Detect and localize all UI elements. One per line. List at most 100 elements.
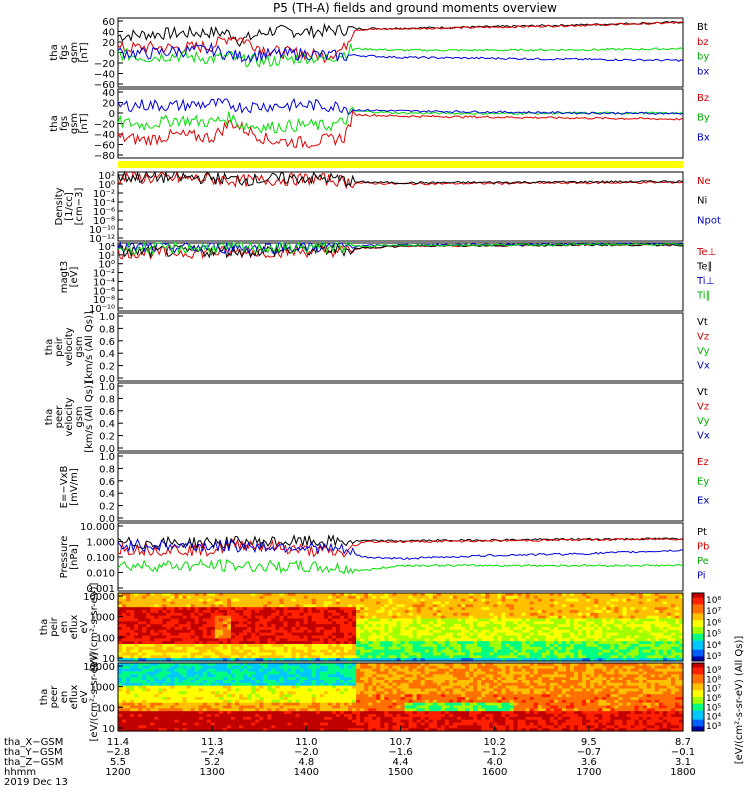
heatmap-cell (606, 624, 611, 628)
heatmap-cell (327, 702, 333, 707)
heatmap-cell (251, 705, 256, 709)
heatmap-cell (291, 610, 297, 614)
heatmap-cell (477, 629, 482, 634)
heatmap-cell (182, 663, 188, 667)
heatmap-cell (602, 646, 607, 651)
heatmap-cell (166, 677, 172, 681)
heatmap-cell (428, 612, 434, 617)
heatmap-cell (279, 624, 285, 628)
heatmap-cell (247, 725, 252, 729)
heatmap-cell (243, 618, 248, 622)
heatmap-cell (638, 593, 644, 597)
heatmap-cell (279, 663, 285, 667)
heatmap-cell (348, 680, 353, 684)
heatmap-cell (352, 665, 357, 670)
heatmap-cell (206, 615, 212, 620)
heatmap-cell (662, 593, 668, 597)
heatmap-cell (299, 610, 305, 614)
heatmap-cell (275, 615, 281, 620)
heatmap-cell (255, 593, 260, 597)
heatmap-cell (154, 711, 159, 715)
heatmap-cell (323, 702, 329, 707)
heatmap-cell (392, 655, 398, 659)
heatmap-cell (473, 624, 478, 628)
heatmap-cell (295, 708, 301, 712)
heatmap-cell (610, 655, 615, 659)
heatmap-cell (670, 604, 676, 608)
heatmap-cell (331, 649, 337, 654)
heatmap-cell (674, 610, 680, 614)
heatmap-cell (465, 644, 470, 648)
heatmap-cell (477, 593, 482, 597)
heatmap-cell (404, 629, 410, 634)
heatmap-cell (239, 668, 244, 673)
heatmap-cell (319, 699, 325, 704)
heatmap-cell (412, 607, 418, 611)
heatmap-cell (678, 629, 684, 634)
heatmap-cell (505, 607, 511, 611)
heatmap-cell (210, 655, 216, 659)
heatmap-cell (122, 691, 127, 695)
heatmap-cell (541, 646, 547, 651)
heatmap-cell (537, 646, 543, 651)
heatmap-cell (376, 632, 381, 637)
y-tick-label: 0.6 (99, 337, 115, 348)
heatmap-cell (618, 598, 624, 603)
heatmap-cell (678, 604, 684, 608)
heatmap-cell (291, 627, 297, 631)
heatmap-cell (465, 632, 470, 637)
heatmap-cell (380, 652, 385, 656)
heatmap-cell (158, 632, 163, 637)
heatmap-cell (206, 702, 212, 707)
heatmap-cell (432, 610, 438, 614)
heatmap-cell (626, 658, 632, 662)
heatmap-cell (275, 697, 281, 701)
heatmap-cell (416, 638, 422, 642)
heatmap-cell (170, 655, 176, 659)
heatmap-cell (400, 632, 406, 637)
heatmap-cell (122, 646, 127, 651)
heatmap-cell (255, 649, 260, 654)
heatmap-cell (586, 644, 591, 648)
heatmap-cell (396, 624, 402, 628)
heatmap-cell (271, 722, 276, 726)
heatmap-cell (263, 610, 268, 614)
heatmap-cell (122, 663, 127, 667)
heatmap-cell (658, 601, 664, 605)
heatmap-cell (670, 593, 676, 597)
heatmap-cell (327, 722, 333, 726)
colorbar-segment (692, 627, 704, 630)
heatmap-cell (235, 708, 240, 712)
heatmap-cell (618, 612, 624, 617)
heatmap-cell (319, 665, 325, 670)
heatmap-cell (198, 665, 204, 670)
heatmap-cell (323, 601, 329, 605)
heatmap-cell (545, 610, 551, 614)
heatmap-cell (469, 593, 474, 597)
heatmap-cell (376, 638, 381, 642)
heatmap-cell (436, 629, 442, 634)
heatmap-cell (565, 607, 571, 611)
heatmap-cell (267, 646, 272, 651)
heatmap-cell (134, 728, 139, 732)
heatmap-cell (452, 641, 458, 645)
heatmap-cell (198, 711, 204, 715)
heatmap-cell (335, 691, 341, 695)
heatmap-cell (259, 668, 264, 673)
heatmap-cell (578, 649, 583, 654)
heatmap-cell (178, 624, 184, 628)
heatmap-cell (344, 716, 349, 721)
heatmap-cell (311, 615, 317, 620)
heatmap-cell (130, 705, 135, 709)
heatmap-cell (287, 665, 293, 670)
heatmap-cell (146, 621, 151, 625)
heatmap-cell (517, 607, 523, 611)
heatmap-cell (570, 615, 575, 620)
heatmap-cell (122, 682, 127, 687)
heatmap-cell (126, 728, 131, 732)
heatmap-cell (263, 615, 268, 620)
heatmap-cell (594, 638, 599, 642)
heatmap-cell (323, 641, 329, 645)
heatmap-cell (126, 685, 131, 690)
heatmap-cell (263, 618, 268, 622)
